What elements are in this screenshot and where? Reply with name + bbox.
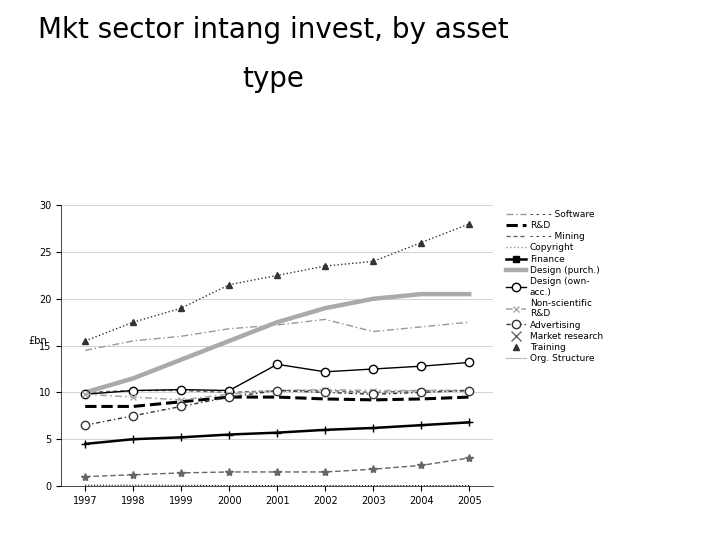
Text: type: type xyxy=(243,65,305,93)
Text: Mkt sector intang invest, by asset: Mkt sector intang invest, by asset xyxy=(38,16,509,44)
Y-axis label: £bn: £bn xyxy=(28,335,47,346)
Legend: - - - - Software, R&D, - - - - Mining, Copyright, Finance, Design (purch.), Desi: - - - - Software, R&D, - - - - Mining, C… xyxy=(506,210,603,363)
